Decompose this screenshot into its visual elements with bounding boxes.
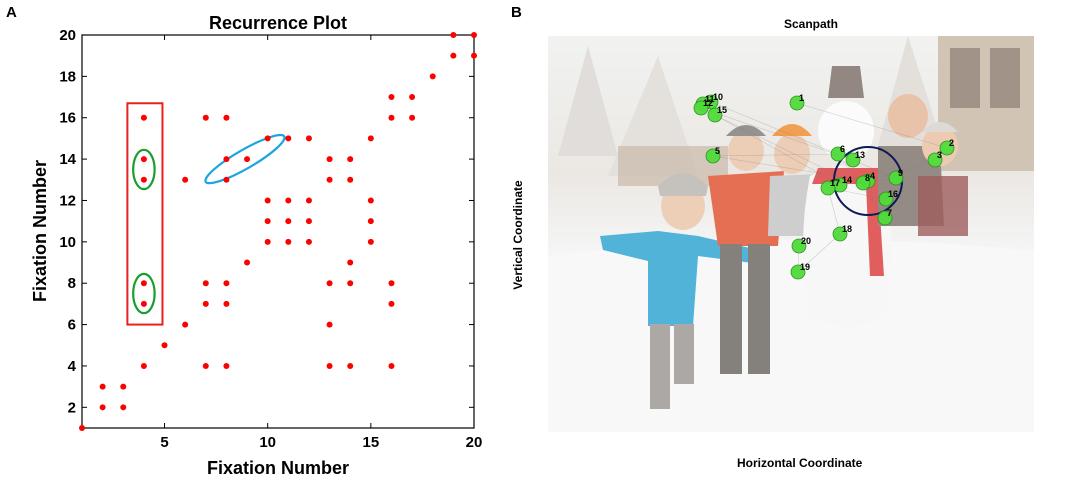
y-tick-label: 20 [59, 27, 76, 44]
recurrence-point [388, 94, 395, 101]
recurrence-point [202, 362, 209, 369]
recurrence-point [347, 156, 354, 163]
recurrence-point [244, 156, 251, 163]
recurrence-point [305, 218, 312, 225]
blue-ellipse [204, 133, 286, 185]
recurrence-point [223, 362, 230, 369]
recurrence-point [471, 52, 477, 59]
recurrence-point [120, 383, 127, 390]
y-tick-label: 8 [68, 275, 76, 292]
recurrence-point [140, 156, 147, 163]
scanpath-title: Scanpath [784, 17, 839, 31]
recurrence-point [244, 259, 251, 266]
recurrence-point [388, 300, 395, 307]
recurrence-y-label: Fixation Number [30, 160, 50, 302]
panel-label-b: B [511, 4, 522, 21]
recurrence-point [305, 238, 312, 245]
recurrence-point [140, 114, 147, 121]
recurrence-point [223, 114, 230, 121]
recurrence-point [388, 114, 395, 121]
recurrence-point [471, 32, 477, 38]
scanpath-x-label: Horizontal Coordinate [737, 456, 863, 470]
recurrence-point [264, 218, 271, 225]
x-tick-label: 20 [466, 434, 483, 451]
y-tick-label: 16 [59, 110, 76, 127]
y-tick-label: 14 [59, 151, 76, 168]
recurrence-point [264, 238, 271, 245]
recurrence-point [326, 156, 333, 163]
recurrence-point [140, 362, 147, 369]
recurrence-point [140, 300, 147, 307]
recurrence-point [223, 300, 230, 307]
recurrence-point [285, 135, 292, 142]
recurrence-point [223, 156, 230, 163]
recurrence-point [367, 197, 374, 204]
recurrence-point [285, 218, 292, 225]
recurrence-title: Recurrence Plot [209, 13, 347, 33]
x-tick-label: 5 [160, 434, 168, 451]
x-tick-label: 15 [362, 434, 379, 451]
recurrence-point [264, 197, 271, 204]
recurrence-x-label: Fixation Number [207, 458, 349, 478]
recurrence-point [429, 73, 436, 80]
x-tick-label: 10 [259, 434, 276, 451]
recurrence-point [202, 280, 209, 287]
recurrence-point [347, 176, 354, 183]
recurrence-point [409, 94, 416, 101]
recurrence-point [285, 197, 292, 204]
recurrence-point [305, 135, 312, 142]
recurrence-point [99, 404, 106, 411]
recurrence-point [388, 280, 395, 287]
recurrence-point [326, 321, 333, 328]
recurrence-point [347, 259, 354, 266]
recurrence-point [347, 280, 354, 287]
y-tick-label: 2 [68, 399, 76, 416]
y-tick-label: 18 [59, 68, 76, 85]
y-tick-label: 12 [59, 192, 76, 209]
recurrence-point [182, 176, 189, 183]
recurrence-point [79, 425, 85, 431]
recurrence-point [450, 32, 457, 38]
recurrence-point [223, 280, 230, 287]
recurrence-point [202, 300, 209, 307]
recurrence-point [223, 176, 230, 183]
recurrence-point [347, 362, 354, 369]
recurrence-point [285, 238, 292, 245]
y-tick-label: 10 [59, 234, 76, 251]
snow-scene-photo [548, 36, 1034, 432]
green-ellipse [132, 272, 156, 315]
plot-frame [81, 34, 475, 429]
panel-label-a: A [6, 4, 17, 21]
recurrence-point [140, 280, 147, 287]
recurrence-point [409, 114, 416, 121]
recurrence-point [305, 197, 312, 204]
recurrence-point [140, 176, 147, 183]
green-ellipse [132, 148, 156, 191]
recurrence-point [99, 383, 106, 390]
recurrence-point [264, 135, 271, 142]
recurrence-point [450, 52, 457, 59]
recurrence-point [367, 135, 374, 142]
recurrence-point [326, 362, 333, 369]
highlight-rectangle [126, 102, 164, 326]
recurrence-point [367, 218, 374, 225]
recurrence-point [388, 362, 395, 369]
recurrence-point [161, 342, 168, 349]
recurrence-plot: Recurrence Plot Fixation Number Fixation… [30, 13, 483, 478]
recurrence-point [367, 238, 374, 245]
recurrence-point [326, 280, 333, 287]
recurrence-point [182, 321, 189, 328]
recurrence-point [120, 404, 127, 411]
y-tick-label: 6 [68, 317, 76, 334]
recurrence-point [326, 176, 333, 183]
y-tick-label: 4 [68, 358, 77, 375]
scanpath-y-label: Vertical Coordinate [511, 180, 525, 290]
recurrence-point [202, 114, 209, 121]
